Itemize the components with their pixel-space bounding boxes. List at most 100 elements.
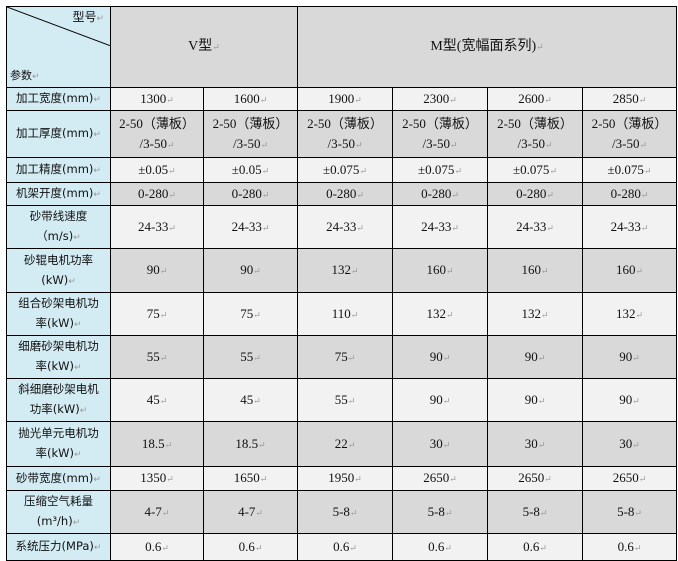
value-cell: 90 (525, 392, 546, 407)
value-cell: 90 (525, 349, 546, 364)
value-cell: 160 (426, 262, 453, 277)
value-cell: 5-8 (617, 504, 642, 519)
value-cell: 2650 (518, 470, 552, 485)
diagonal-line (7, 7, 111, 46)
corner-header-cell: 型号 参数 (6, 6, 111, 88)
value-cell: 0.6 (618, 539, 642, 554)
value-cell: 90 (430, 392, 451, 407)
header-row: 型号 参数 V型 M型(宽幅面系列) (6, 6, 678, 88)
value-cell: 90 (147, 262, 168, 277)
value-cell: 0.6 (523, 539, 547, 554)
value-cell: 2850 (613, 91, 647, 106)
value-cell: 2-50（薄板） /3-50 (592, 116, 668, 151)
table-row: 细磨砂架电机功 率(kW) 55 55 75 90 90 90 (6, 335, 678, 379)
value-cell: 0-280 (326, 186, 364, 201)
value-cell: 75 (335, 349, 356, 364)
model-label: 型号 (72, 9, 104, 27)
table-row: 加工宽度(mm) 1300 1600 1900 2300 2600 2850 (6, 87, 678, 111)
value-cell: 2-50（薄板） /3-50 (497, 116, 573, 151)
spec-table: 型号 参数 V型 M型(宽幅面系列) 加工宽度(mm) 1300 1600 1900 2… (6, 6, 678, 561)
value-cell: 55 (147, 349, 168, 364)
value-cell: 75 (240, 306, 261, 321)
value-cell: ±0.075 (608, 162, 652, 177)
value-cell: ±0.05 (138, 162, 175, 177)
value-cell: 0.6 (333, 539, 357, 554)
row-label: 砂带宽度(mm) (16, 471, 101, 485)
value-cell: 90 (619, 392, 640, 407)
value-cell: 4-7 (238, 504, 263, 519)
value-cell: 110 (332, 306, 359, 321)
table-row: 机架开度(mm) 0-280 0-280 0-280 0-280 0-280 0-280 (6, 182, 678, 206)
group-v-header: V型 (188, 39, 220, 54)
value-cell: 45 (147, 392, 168, 407)
value-cell: 30 (619, 436, 640, 451)
value-cell: 30 (430, 436, 451, 451)
value-cell: 2-50（薄板） /3-50 (213, 116, 289, 151)
value-cell: 132 (616, 306, 643, 321)
value-cell: 132 (521, 306, 548, 321)
value-cell: 0-280 (611, 186, 649, 201)
table-row: 加工精度(mm) ±0.05 ±0.05 ±0.075 ±0.075 ±0.075 ±0.0… (6, 157, 678, 183)
table-row: 抛光单元电机功 率(kW) 18.5 18.5 22 30 30 30 (6, 421, 678, 467)
value-cell: 132 (426, 306, 453, 321)
table-row: 系统压力(MPa) 0.6 0.6 0.6 0.6 0.6 0.6 (6, 533, 678, 561)
value-cell: 55 (335, 392, 356, 407)
value-cell: ±0.075 (323, 162, 367, 177)
value-cell: 1600 (234, 91, 268, 106)
row-label: 加工宽度(mm) (16, 91, 101, 105)
value-cell: 18.5 (142, 436, 172, 451)
value-cell: 24-33 (611, 219, 649, 234)
value-cell: 2600 (518, 91, 552, 106)
value-cell: 18.5 (235, 436, 265, 451)
value-cell: 24-33 (138, 219, 176, 234)
row-label: 斜细磨砂架电机 功率(kW) (18, 382, 99, 416)
value-cell: 2-50（薄板） /3-50 (307, 116, 383, 151)
value-cell: 5-8 (523, 504, 548, 519)
table-row: 砂带宽度(mm) 1350 1650 1950 2650 2650 2650 (6, 466, 678, 491)
value-cell: 45 (240, 392, 261, 407)
row-label: 加工精度(mm) (16, 162, 101, 176)
value-cell: 24-33 (421, 219, 459, 234)
table-row: 压缩空气耗量 (m³/h) 4-7 4-7 5-8 5-8 5-8 5-8 (6, 490, 678, 534)
value-cell: ±0.075 (418, 162, 462, 177)
row-label: 砂带线速度（m/s) (30, 209, 88, 243)
value-cell: 0-280 (232, 186, 270, 201)
table-row: 砂带线速度（m/s) 24-33 24-33 24-33 24-33 24-33 24-33 (6, 205, 678, 249)
value-cell: 1900 (328, 91, 362, 106)
value-cell: 4-7 (145, 504, 170, 519)
value-cell: 30 (525, 436, 546, 451)
value-cell: 0-280 (138, 186, 176, 201)
value-cell: 160 (521, 262, 548, 277)
value-cell: ±0.05 (232, 162, 269, 177)
value-cell: 2650 (423, 470, 457, 485)
table-row: 加工厚度(mm) 2-50（薄板） /3-50 2-50（薄板） /3-50 2-50… (6, 110, 678, 158)
row-label: 组合砂架电机功 率(kW) (18, 296, 99, 330)
value-cell: 0-280 (516, 186, 554, 201)
value-cell: 22 (335, 436, 356, 451)
value-cell: 90 (430, 349, 451, 364)
value-cell: 5-8 (333, 504, 358, 519)
row-label: 机架开度(mm) (16, 186, 101, 200)
parameter-label: 参数 (10, 68, 40, 85)
row-label: 抛光单元电机功 率(kW) (18, 426, 99, 460)
value-cell: ±0.075 (513, 162, 557, 177)
value-cell: 2-50（薄板） /3-50 (402, 116, 478, 151)
value-cell: 1350 (140, 470, 174, 485)
value-cell: 2650 (613, 470, 647, 485)
value-cell: 1300 (140, 91, 174, 106)
row-label: 加工厚度(mm) (16, 126, 101, 140)
row-label: 系统压力(MPa) (16, 539, 102, 553)
value-cell: 24-33 (232, 219, 270, 234)
group-m-header: M型(宽幅面系列) (430, 39, 543, 54)
table-row: 组合砂架电机功 率(kW) 75 75 110 132 132 132 (6, 292, 678, 336)
value-cell: 90 (619, 349, 640, 364)
value-cell: 24-33 (516, 219, 554, 234)
value-cell: 2-50（薄板） /3-50 (119, 116, 195, 151)
value-cell: 5-8 (428, 504, 453, 519)
value-cell: 0.6 (428, 539, 452, 554)
value-cell: 0.6 (145, 539, 169, 554)
value-cell: 55 (240, 349, 261, 364)
value-cell: 24-33 (326, 219, 364, 234)
row-label: 压缩空气耗量 (m³/h) (24, 494, 93, 528)
value-cell: 2300 (423, 91, 457, 106)
